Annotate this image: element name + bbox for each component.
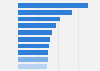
Bar [18, 10, 72, 15]
Bar [18, 57, 48, 62]
Bar [18, 3, 88, 8]
Bar [18, 17, 60, 21]
Bar [18, 30, 52, 35]
Bar [18, 50, 48, 55]
Bar [18, 44, 49, 48]
Bar [18, 64, 47, 69]
Bar [18, 23, 56, 28]
Bar [18, 37, 50, 42]
